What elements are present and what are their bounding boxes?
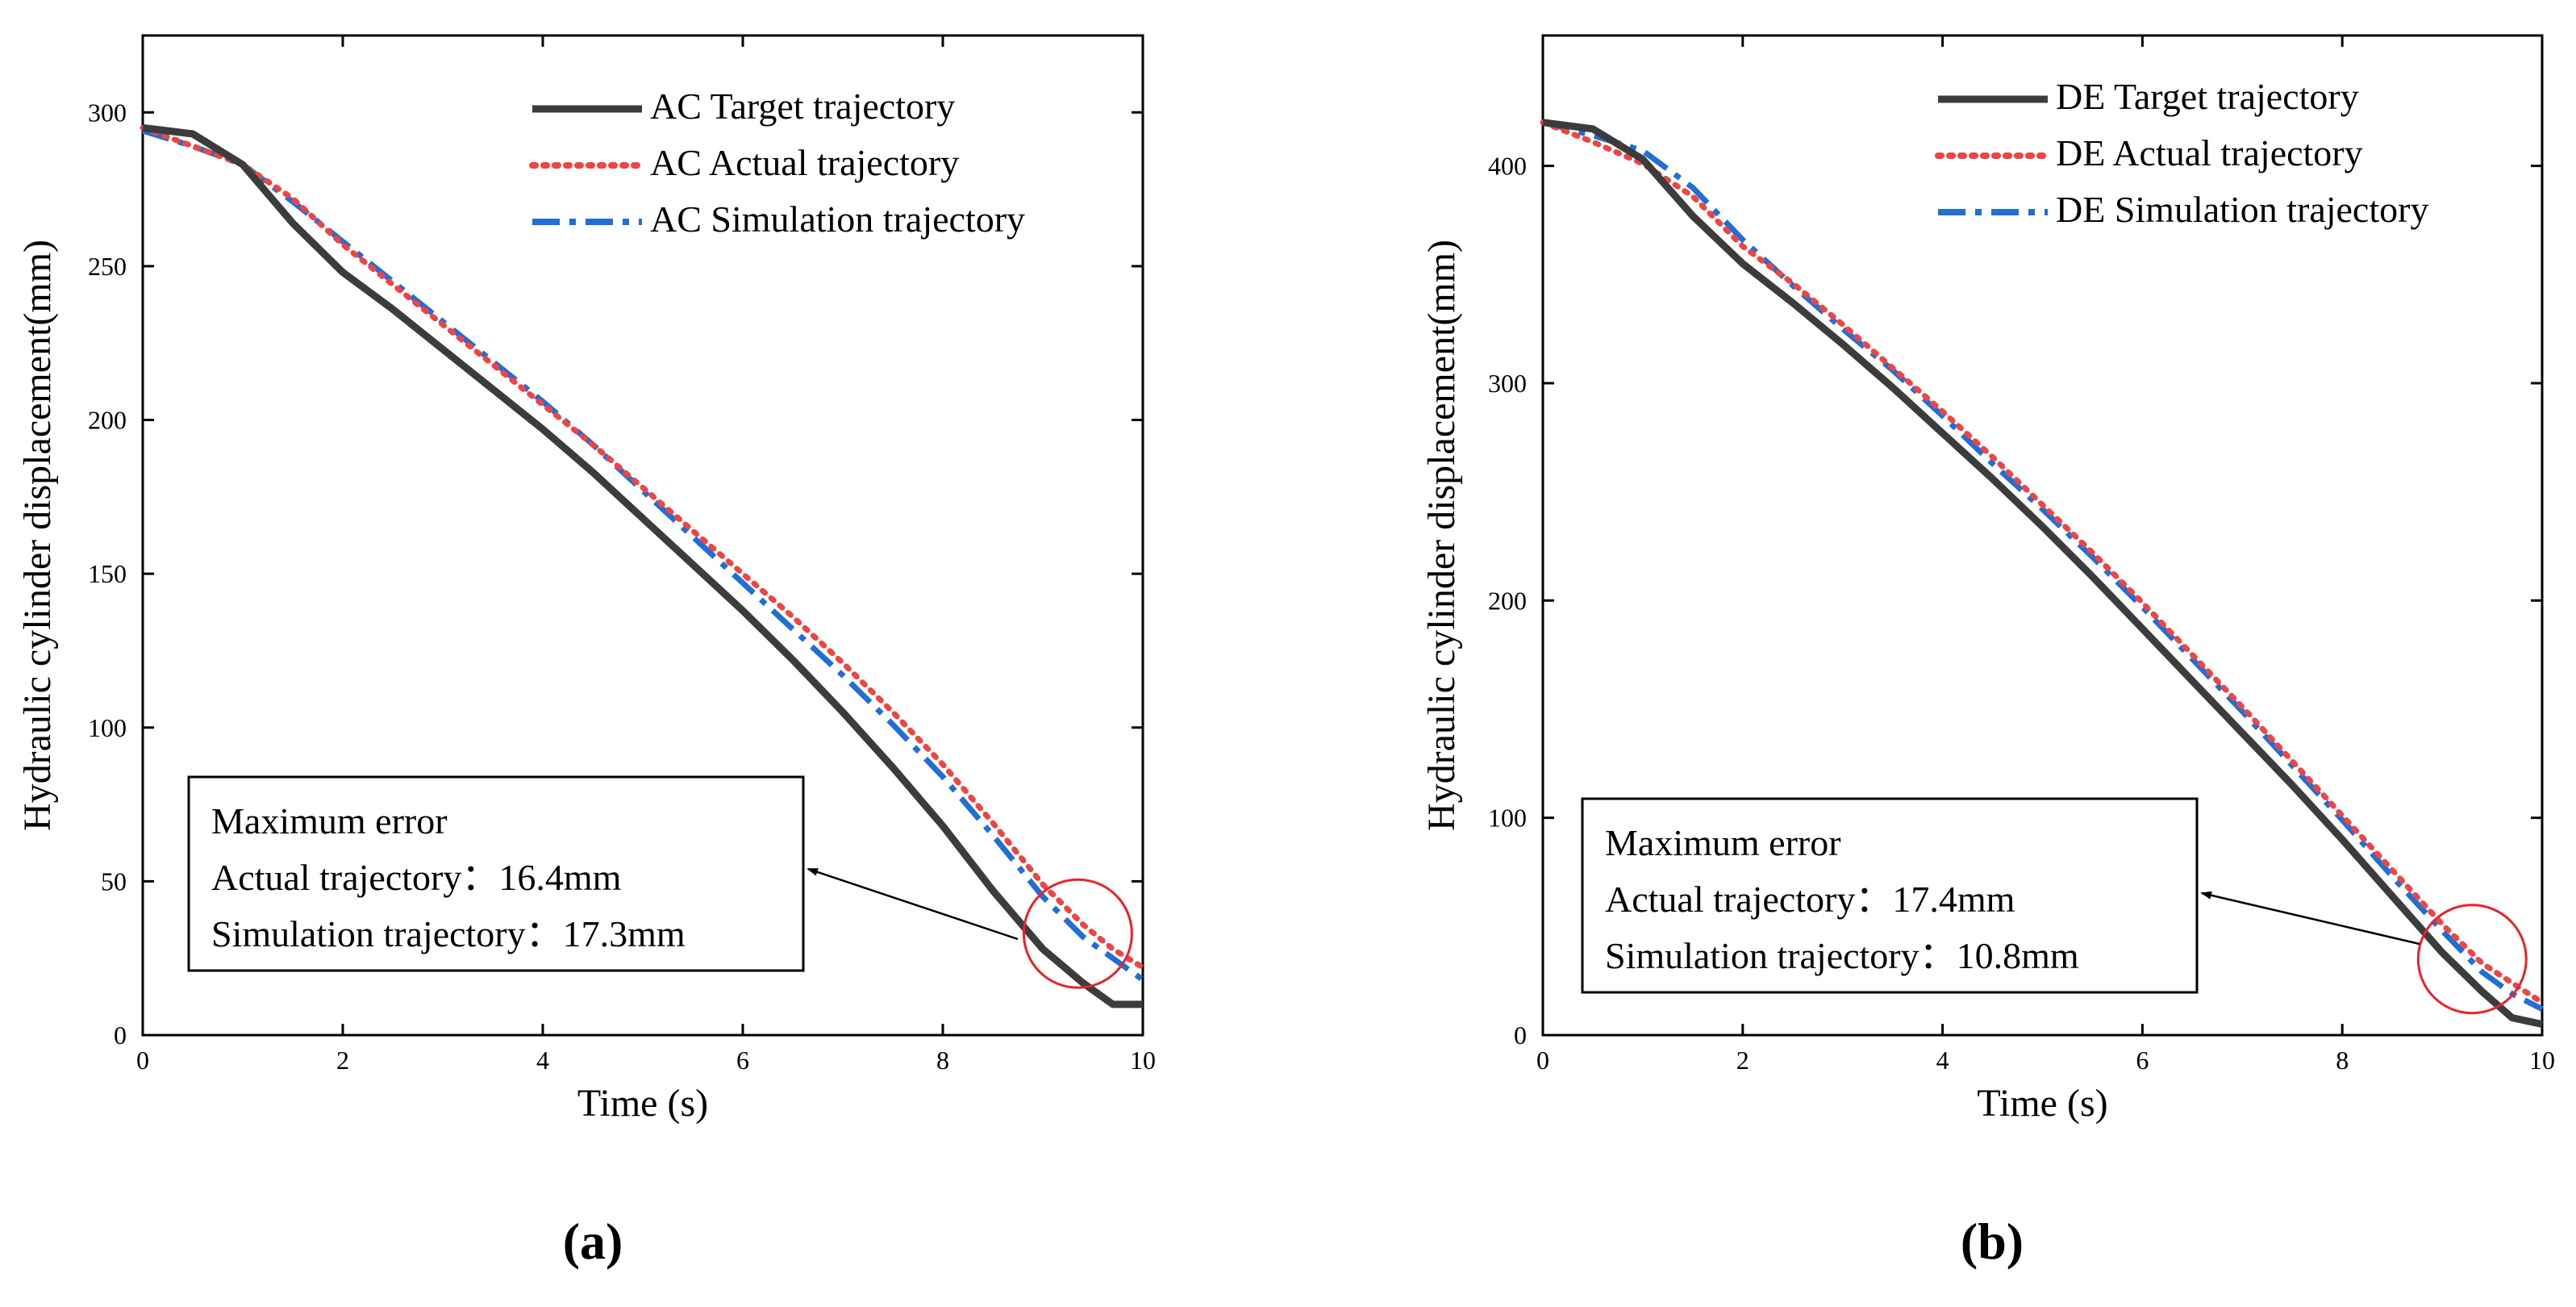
y-tick-label: 150 xyxy=(88,559,127,588)
legend-entry: DE Actual trajectory xyxy=(2056,132,2363,173)
y-tick-label: 0 xyxy=(1514,1021,1527,1050)
y-tick-label: 250 xyxy=(88,252,127,281)
annotation-box xyxy=(187,775,805,972)
error-highlight-circle xyxy=(1022,878,1133,989)
x-tick-label: 8 xyxy=(936,1046,949,1075)
annotation-line: Simulation trajectory：17.3mm xyxy=(211,913,686,954)
y-tick-label: 400 xyxy=(1488,152,1527,181)
y-tick-label: 100 xyxy=(1488,804,1527,833)
y-axis-label: Hydraulic cylinder displacement(mm) xyxy=(16,240,59,831)
x-tick-label: 0 xyxy=(136,1046,149,1075)
x-tick-label: 4 xyxy=(536,1046,549,1075)
y-tick-label: 300 xyxy=(88,98,127,127)
annotation-line: Simulation trajectory：10.8mm xyxy=(1605,935,2079,976)
x-tick-label: 4 xyxy=(1936,1046,1949,1075)
panel-label: (a) xyxy=(563,1213,623,1270)
x-tick-label: 10 xyxy=(2529,1046,2555,1075)
error-highlight-circle xyxy=(2416,904,2528,1015)
annotation-title: Maximum error xyxy=(211,800,448,841)
legend-entry: DE Target trajectory xyxy=(2056,76,2359,117)
annotation-arrow xyxy=(2200,891,2420,946)
legend-entry: AC Actual trajectory xyxy=(650,142,959,183)
x-axis-label: Time (s) xyxy=(1977,1082,2107,1125)
legend-entry: AC Simulation trajectory xyxy=(650,198,1025,240)
annotation-box xyxy=(1581,797,2199,994)
legend-entry: DE Simulation trajectory xyxy=(2056,189,2428,230)
x-tick-label: 6 xyxy=(2136,1046,2149,1075)
x-tick-label: 10 xyxy=(1130,1046,1156,1075)
x-tick-label: 0 xyxy=(1536,1046,1549,1075)
panel-label: (b) xyxy=(1961,1213,2024,1270)
annotation-arrow xyxy=(807,867,1019,941)
x-tick-label: 2 xyxy=(336,1046,349,1075)
x-tick-label: 2 xyxy=(1736,1046,1749,1075)
y-tick-label: 200 xyxy=(88,406,127,435)
y-tick-label: 0 xyxy=(114,1021,127,1050)
annotation-line: Actual trajectory：16.4mm xyxy=(211,857,622,898)
legend-entry: AC Target trajectory xyxy=(650,86,955,127)
x-tick-label: 8 xyxy=(2336,1046,2349,1075)
y-tick-label: 50 xyxy=(101,866,127,896)
y-tick-label: 200 xyxy=(1488,586,1527,615)
series-line-dotted xyxy=(1540,119,2545,1006)
x-axis-label: Time (s) xyxy=(577,1082,708,1125)
annotation-title: Maximum error xyxy=(1605,822,1841,863)
series-line-solid xyxy=(142,123,1143,1008)
y-tick-label: 300 xyxy=(1488,369,1527,398)
annotation-line: Actual trajectory：17.4mm xyxy=(1605,879,2015,920)
series-line-dashdot xyxy=(1542,119,2544,1012)
y-tick-label: 100 xyxy=(88,713,127,742)
y-axis-label: Hydraulic cylinder displacement(mm) xyxy=(1420,240,1463,831)
series-line-dotted xyxy=(140,124,1146,971)
series-line-solid xyxy=(1542,119,2543,1028)
x-tick-label: 6 xyxy=(736,1046,749,1075)
